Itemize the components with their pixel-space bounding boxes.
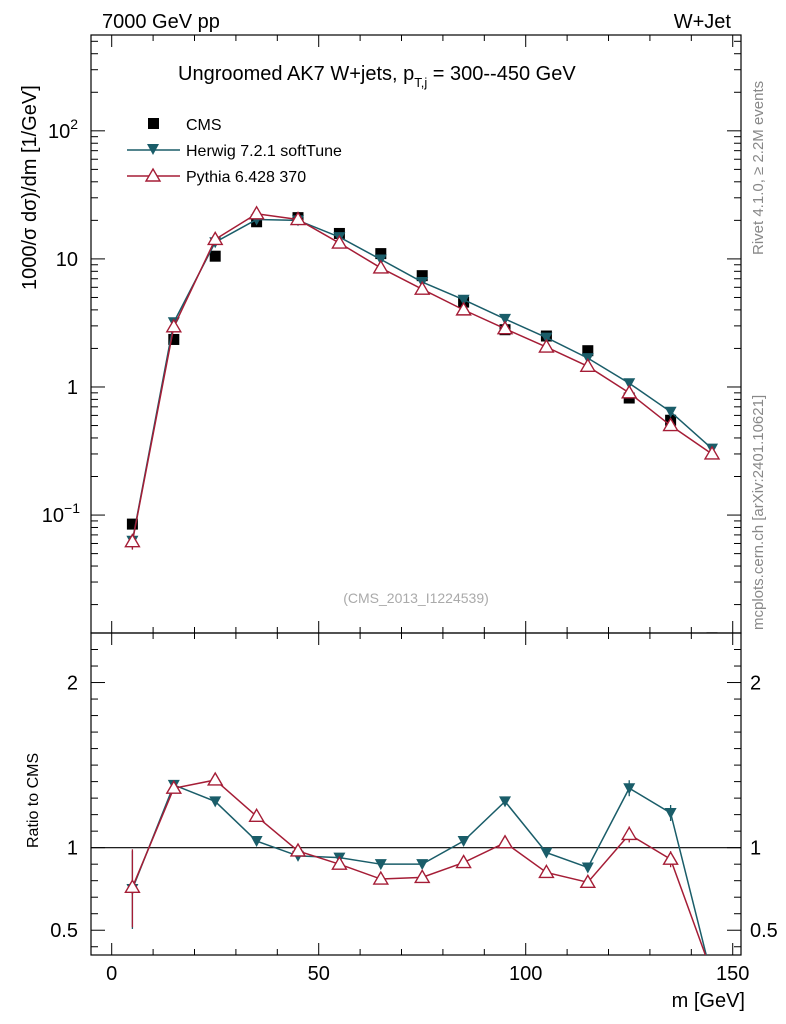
plot-title: Ungroomed AK7 W+jets, pT,j = 300--450 Ge… [178, 63, 576, 90]
y-tick-label: 102 [48, 116, 78, 143]
ratio-point-1 [664, 807, 677, 819]
data-point-1 [540, 332, 553, 344]
data-point-2 [331, 234, 348, 249]
data-point-2 [372, 259, 390, 274]
ratio-point-2 [248, 807, 265, 822]
data-point-0 [126, 518, 138, 530]
rivet-label: Rivet 4.1.0, ≥ 2.2M events [750, 81, 767, 255]
data-point-2 [579, 357, 597, 373]
data-point-1 [457, 294, 470, 306]
data-point-1 [623, 378, 636, 390]
ratio-point-2 [206, 771, 224, 786]
y-tick-label: 10 [56, 249, 78, 271]
legend-label-herwig: Herwig 7.2.1 softTune [186, 143, 342, 160]
data-point-2 [413, 280, 431, 295]
analysis-id: (CMS_2013_I1224539) [343, 590, 489, 606]
ratio-point-1 [416, 859, 429, 871]
header-left: 7000 GeV pp [102, 11, 220, 33]
ratio-point-2 [620, 826, 638, 841]
data-point-2 [124, 533, 141, 548]
ratio-point-2 [124, 878, 141, 893]
ratio-y-axis-label: Ratio to CMS [25, 753, 42, 848]
data-point-1 [664, 406, 677, 418]
ratio-point-2 [372, 870, 390, 885]
data-point-2 [662, 417, 679, 432]
ratio-point-2 [455, 854, 472, 869]
data-point-2 [248, 205, 265, 220]
main-plot-area [124, 205, 721, 633]
ratio-y-tick-label: 0.5 [50, 920, 78, 942]
ratio-y-tick-label-right: 1 [750, 838, 761, 860]
ratio-point-2 [289, 842, 307, 857]
ratio-plot-area [124, 771, 707, 955]
x-tick-label: 0 [106, 963, 117, 985]
ratio-point-2 [331, 855, 348, 870]
data-point-2 [703, 445, 721, 460]
ratio-point-2 [413, 869, 431, 884]
ratio-y-tick-label-right: 2 [750, 673, 761, 695]
data-point-0 [375, 248, 387, 260]
ratio-point-1 [540, 847, 553, 859]
y-tick-label: 10−1 [42, 500, 80, 527]
series-line-2 [131, 213, 713, 542]
data-point-2 [455, 301, 472, 316]
data-point-2 [496, 320, 514, 335]
data-point-0 [706, 632, 718, 633]
x-tick-label: 50 [308, 963, 330, 985]
ratio-point-1 [457, 836, 470, 848]
main-y-axis-label: 1000/σ dσ)/dm [1/GeV] [19, 85, 41, 290]
ratio-y-tick-label: 1 [67, 838, 78, 860]
legend-marker-herwig [147, 144, 159, 155]
data-point-0 [168, 333, 180, 345]
data-point-2 [289, 211, 307, 226]
x-axis-label: m [GeV] [672, 990, 745, 1012]
data-point-1 [499, 313, 512, 325]
x-tick-label: 150 [716, 963, 749, 985]
header-right: W+Jet [674, 11, 732, 33]
data-point-0 [416, 270, 428, 282]
ratio-point-2 [662, 850, 679, 865]
data-point-2 [538, 338, 555, 353]
x-tick-label: 100 [509, 963, 542, 985]
ratio-point-1 [374, 859, 387, 871]
ratio-point-1 [581, 862, 594, 874]
ratio-point-2 [165, 779, 183, 794]
ratio-point-1 [623, 783, 636, 795]
ratio-point-2 [538, 864, 555, 879]
ratio-panel-frame [90, 632, 742, 956]
legend-marker-pythia [144, 167, 162, 182]
ratio-point-1 [209, 796, 222, 808]
data-point-2 [620, 384, 638, 399]
legend-label-cms: CMS [186, 117, 222, 134]
ratio-point-1 [250, 836, 263, 848]
data-point-0 [582, 345, 594, 357]
mcplots-label: mcplots.cern.ch [arXiv:2401.10621] [750, 395, 767, 630]
ratio-y-tick-label-right: 0.5 [750, 920, 778, 942]
ratio-point-1 [499, 796, 512, 808]
data-point-2 [206, 231, 224, 246]
ratio-point-2 [496, 834, 514, 849]
data-point-0 [209, 250, 221, 262]
legend-label-pythia: Pythia 6.428 370 [186, 169, 306, 186]
ratio-point-2 [579, 873, 597, 889]
ratio-y-tick-label: 2 [67, 673, 78, 695]
data-point-2 [165, 318, 183, 333]
y-tick-label: 1 [67, 377, 78, 399]
legend-marker-cms [148, 118, 159, 129]
legend: CMS Herwig 7.2.1 softTune Pythia 6.428 3… [127, 117, 342, 186]
